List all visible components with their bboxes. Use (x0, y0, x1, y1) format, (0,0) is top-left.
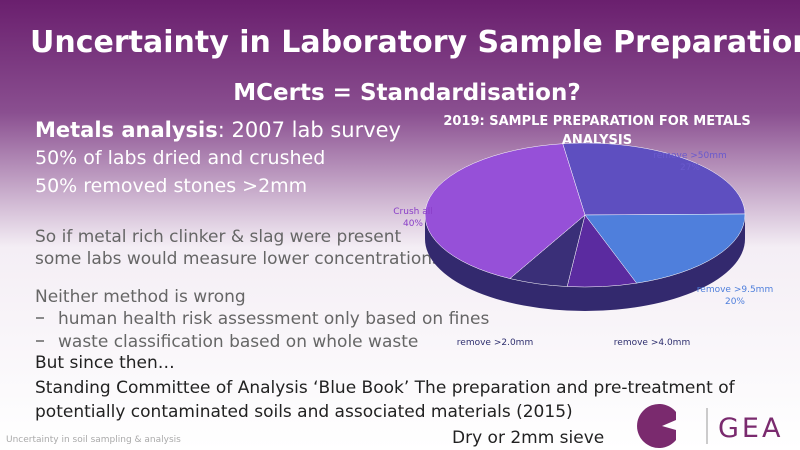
slice-value-label: 27% (680, 163, 700, 173)
lead-rest: : 2007 lab survey (218, 118, 401, 142)
footer: Uncertainty in soil sampling & analysis (6, 435, 181, 445)
slice-value-label: 40% (403, 219, 423, 229)
slide-title: Uncertainty in Laboratory Sample Prepara… (30, 25, 800, 60)
reference: Standing Committee of Analysis ‘Blue Boo… (35, 378, 736, 398)
reference: potentially contaminated soils and assoc… (35, 402, 573, 422)
body-line: some labs would measure lower concentrat… (35, 249, 441, 269)
body-line: 50% removed stones >2mm (35, 175, 307, 197)
pie-slice (424, 143, 586, 279)
bullet: human health risk assessment only based … (58, 309, 490, 329)
body-line: 50% of labs dried and crushed (35, 147, 325, 169)
lead: Metals analysis: 2007 lab survey (35, 118, 401, 142)
note: Dry or 2mm sieve (452, 428, 604, 448)
pie-chart: 2019: SAMPLE PREPARATION FOR METALSANALY… (393, 114, 773, 348)
slice-label: remove >2.0mm (457, 338, 533, 348)
slice-label: remove >9.5mm (697, 285, 773, 295)
slice-label: Crush all (393, 207, 432, 217)
body-line: Neither method is wrong (35, 287, 246, 307)
body-line: So if metal rich clinker & slag were pre… (35, 227, 401, 247)
pie-slice (562, 142, 746, 216)
pie-slice (584, 213, 746, 284)
slide-subtitle: MCerts = Standardisation? (233, 80, 580, 106)
logo: GEA (637, 404, 783, 448)
slice-label: remove >4.0mm (614, 338, 690, 348)
logo-text: GEA (718, 413, 783, 444)
lead-bold: Metals analysis (35, 118, 218, 142)
pie-side (425, 215, 745, 311)
body-line: But since then… (35, 353, 175, 373)
slice-value-label: 20% (725, 297, 745, 307)
slice-label: remove >50mm (653, 151, 727, 161)
bullet: waste classification based on whole wast… (58, 332, 418, 352)
chart-title: 2019: SAMPLE PREPARATION FOR METALS (443, 114, 750, 129)
logo-mark (637, 404, 676, 448)
